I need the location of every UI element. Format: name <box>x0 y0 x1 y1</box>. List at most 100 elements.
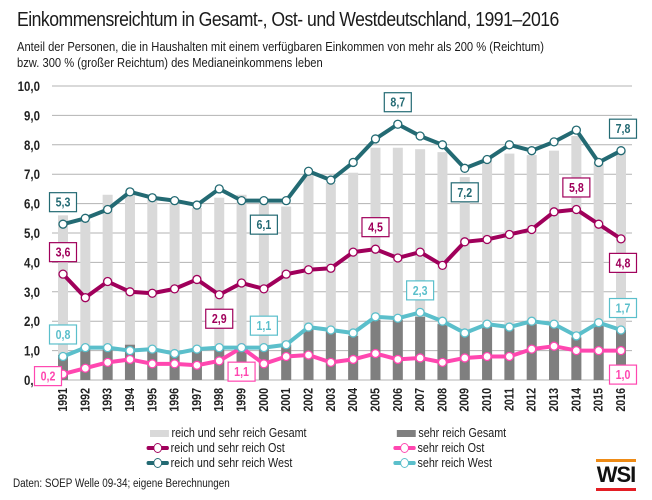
point-sehr-west <box>214 343 224 353</box>
point-west <box>326 175 336 185</box>
data-label-sehr-ost: 1,1 <box>227 361 256 382</box>
bar-gesamt <box>593 162 604 380</box>
data-label-west: 7,2 <box>450 182 479 203</box>
wsi-logo: WSI <box>596 459 636 491</box>
point-sehr-west <box>303 322 314 332</box>
point-west <box>549 137 559 147</box>
data-label-text: 4,8 <box>616 257 631 271</box>
subtitle-line-1: Anteil der Personen, die in Haushalten m… <box>17 39 544 54</box>
data-label-text: 8,7 <box>390 96 405 110</box>
point-sehr-ost <box>281 351 291 362</box>
point-west <box>192 200 202 210</box>
point-ost <box>504 229 515 240</box>
point-sehr-west <box>549 319 559 329</box>
data-label-ost: 4,8 <box>608 252 638 273</box>
bar-gesamt <box>571 135 582 380</box>
point-ost <box>482 234 492 245</box>
legend: reich und sehr reich Gesamt sehr reich G… <box>146 425 554 475</box>
legend-swatch-ost <box>146 440 169 456</box>
point-sehr-west <box>236 343 247 353</box>
point-ost <box>460 237 470 247</box>
data-label-text: 4,5 <box>368 221 383 235</box>
legend-item-ost: reich und sehr reich Ost <box>146 440 285 456</box>
point-sehr-ost <box>370 348 381 359</box>
legend-item-sehr-ost: sehr reich Ost <box>393 440 484 456</box>
logo-text: WSI <box>596 462 637 487</box>
point-sehr-ost <box>125 354 135 365</box>
point-sehr-ost <box>147 359 157 369</box>
data-label-text: 3,6 <box>56 246 71 260</box>
point-sehr-west <box>169 348 180 359</box>
point-ost <box>192 274 202 285</box>
y-tick-label: 4,0 <box>24 256 40 271</box>
subtitle-line-2: bzw. 300 % (großer Reichtum) des Mediane… <box>17 55 323 70</box>
x-axis-ticks: 1991 1992 1993 1994 1995 1996 1997 1998 1999 2000… <box>56 387 628 411</box>
point-sehr-west <box>80 343 90 353</box>
data-label-west: 6,1 <box>249 214 278 235</box>
data-label-sehr-ost: 0,2 <box>33 366 63 387</box>
point-west <box>281 196 291 206</box>
point-sehr-west <box>415 307 425 318</box>
point-ost <box>80 293 90 303</box>
x-tick-label: 1991 <box>56 387 70 411</box>
data-label-text: 7,8 <box>616 122 631 136</box>
data-labels: 3,6 2,9 4,5 5,8 4,8 0,2 1,1 1,0 5,3 6,1 8,7 7,2 7,8 0… <box>33 92 638 387</box>
point-sehr-west <box>58 351 68 362</box>
bar-sehr-gesamt <box>80 346 91 380</box>
point-west <box>460 163 470 173</box>
x-tick-label: 2004 <box>346 387 360 411</box>
data-label-box <box>33 366 63 387</box>
x-tick-label: 2015 <box>592 387 606 411</box>
legend-label: reich und sehr reich West <box>170 456 293 470</box>
x-tick-label: 2001 <box>279 387 293 411</box>
point-sehr-west <box>259 343 269 353</box>
point-ost <box>281 269 291 279</box>
x-tick-label: 2006 <box>391 387 405 411</box>
bar-gesamt <box>325 183 336 380</box>
point-west <box>437 140 448 150</box>
legend-item-sehr-gesamt: sehr reich Gesamt <box>396 425 506 441</box>
data-label-box <box>249 315 278 336</box>
x-tick-label: 2016 <box>614 387 628 411</box>
bar-gesamt <box>102 194 113 380</box>
point-sehr-west <box>482 319 492 329</box>
data-label-box <box>608 364 638 385</box>
y-tick-label: 9,0 <box>24 109 40 124</box>
x-tick-label: 2005 <box>369 387 383 411</box>
point-sehr-west <box>147 344 157 354</box>
legend-label: sehr reich West <box>417 456 492 470</box>
point-ost <box>102 276 113 287</box>
data-label-text: 6,1 <box>256 218 271 232</box>
legend-item-sehr-west: sehr reich West <box>393 455 492 471</box>
bar-sehr-gesamt <box>392 319 403 380</box>
y-axis-ticks: 0,01,02,03,04,05,06,07,08,09,010,0 <box>18 79 40 388</box>
point-sehr-west <box>460 328 470 338</box>
point-ost <box>437 260 448 270</box>
legend-item-west: reich und sehr reich West <box>146 455 293 471</box>
legend-label: sehr reich Ost <box>417 441 485 455</box>
bar-gesamt <box>504 153 515 380</box>
data-label-sehr-ost: 1,0 <box>608 364 638 385</box>
point-ost <box>549 207 559 217</box>
source-note: Daten: SOEP Welle 09-34; eigene Berechnu… <box>13 478 230 490</box>
x-tick-label: 2003 <box>324 387 338 411</box>
x-tick-label: 2010 <box>480 388 494 412</box>
y-tick-label: 1,0 <box>24 344 40 359</box>
bar-gesamt <box>482 158 493 380</box>
bar-gesamt <box>124 191 135 380</box>
legend-swatch-sehr-ost <box>393 440 416 456</box>
point-sehr-ost <box>326 357 336 368</box>
point-ost <box>303 265 314 275</box>
chart-title: Einkommensreichtum in Gesamt-, Ost- und … <box>17 8 559 31</box>
data-label-box <box>227 361 256 382</box>
y-tick-label: 8,0 <box>24 138 40 153</box>
bar-gesamt <box>549 150 560 380</box>
data-label-box <box>383 92 412 113</box>
point-west <box>616 146 626 156</box>
point-ost <box>594 219 604 229</box>
point-ost <box>236 278 247 288</box>
x-tick-label: 1993 <box>101 387 115 411</box>
data-label-ost: 5,8 <box>562 177 591 198</box>
line-ost <box>61 207 623 300</box>
